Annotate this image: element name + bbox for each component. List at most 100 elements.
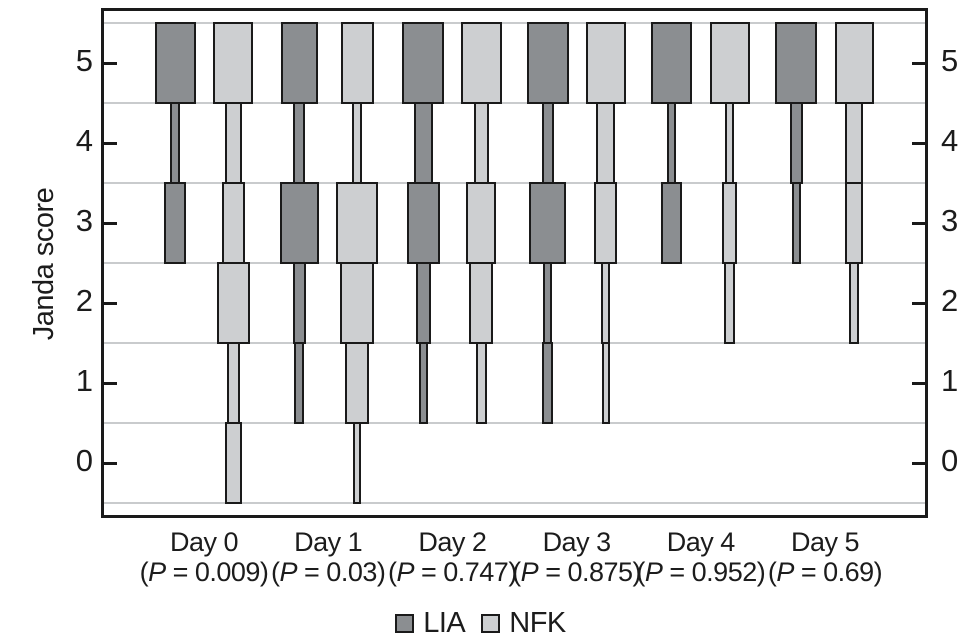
lia-segment-day2-score4 [413, 102, 433, 184]
plot-area [101, 8, 928, 518]
y-tick-right-3 [912, 222, 925, 225]
y-tick-right-2 [912, 302, 925, 305]
nfk-segment-day3-score2 [601, 262, 611, 344]
nfk-segment-day3-score3 [594, 182, 618, 264]
y-tick-label-left-2: 2 [75, 283, 93, 318]
gridline-4.5 [104, 102, 925, 104]
nfk-segment-day0-score0 [224, 422, 242, 504]
nfk-segment-day3-score1 [601, 342, 610, 424]
legend-item-nfk: NFK [481, 606, 566, 639]
nfk-segment-day1-score5 [340, 22, 374, 104]
legend-item-lia: LIA [395, 608, 466, 638]
nfk-segment-day4-score3 [722, 182, 738, 264]
p-italic: P [396, 557, 414, 587]
y-tick-left-1 [104, 382, 117, 385]
gridline-1.5 [104, 342, 925, 344]
lia-segment-day4-score4 [667, 102, 677, 184]
nfk-segment-day5-score5 [834, 22, 874, 104]
lia-segment-day2-score1 [418, 342, 428, 424]
nfk-segment-day0-score2 [216, 262, 250, 344]
p-value-label-day-2: (P = 0.747) [387, 557, 517, 587]
lia-segment-day3-score2 [543, 262, 553, 344]
lia-segment-day5-score4 [789, 102, 803, 184]
y-tick-left-3 [104, 222, 117, 225]
lia-segment-day2-score2 [415, 262, 431, 344]
x-label-day-2: Day 2 [418, 527, 487, 557]
y-tick-label-right-4: 4 [941, 123, 958, 158]
lia-segment-day5-score5 [775, 22, 817, 104]
lia-segment-day2-score5 [402, 22, 445, 104]
lia-segment-day1-score3 [279, 182, 319, 264]
y-tick-label-right-2: 2 [941, 283, 958, 318]
p-italic: P [279, 557, 298, 587]
lia-segment-day2-score3 [406, 182, 440, 264]
p-value-label-day-4: (P = 0.952) [636, 557, 766, 587]
lia-segment-day0-score5 [154, 22, 196, 104]
nfk-segment-day4-score4 [725, 102, 735, 184]
nfk-segment-day1-score1 [345, 342, 370, 424]
nfk-segment-day0-score1 [226, 342, 240, 424]
p-value-label-day-1: (P = 0.03) [271, 557, 386, 587]
y-tick-label-left-5: 5 [75, 43, 93, 78]
p-value-label-day-5: (P = 0.69) [767, 557, 883, 587]
y-tick-right-1 [912, 382, 925, 385]
lia-segment-day3-score4 [541, 102, 554, 184]
nfk-segment-day0-score4 [224, 102, 242, 184]
lia-segment-day4-score5 [651, 22, 693, 104]
lia-segment-day4-score3 [661, 182, 683, 264]
y-tick-right-5 [912, 62, 925, 65]
y-tick-right-0 [912, 462, 925, 465]
y-tick-label-left-4: 4 [75, 123, 93, 158]
gridline-5.5 [104, 22, 925, 24]
nfk-segment-day4-score2 [724, 262, 736, 344]
lia-segment-day1-score5 [280, 22, 318, 104]
gridline-2.5 [104, 262, 925, 264]
nfk-swatch-icon [481, 613, 501, 633]
lia-segment-day1-score1 [294, 342, 305, 424]
p-italic: P [148, 557, 166, 587]
gridline--0.5 [104, 502, 925, 504]
lia-swatch-icon [395, 613, 415, 633]
lia-segment-day1-score2 [292, 262, 306, 344]
nfk-segment-day3-score4 [596, 102, 616, 184]
nfk-segment-day5-score2 [849, 262, 859, 344]
nfk-segment-day2-score5 [460, 22, 502, 104]
lia-segment-day5-score3 [791, 182, 801, 264]
lia-segment-day0-score3 [164, 182, 186, 264]
y-tick-right-4 [912, 142, 925, 145]
gridline-3.5 [104, 182, 925, 184]
nfk-segment-day1-score3 [336, 182, 379, 264]
x-label-day-4: Day 4 [666, 527, 736, 557]
x-label-day-3: Day 3 [542, 527, 612, 557]
nfk-segment-day3-score5 [585, 22, 626, 104]
nfk-segment-day0-score5 [213, 22, 253, 104]
y-tick-label-right-0: 0 [941, 443, 958, 478]
y-tick-label-right-5: 5 [941, 43, 958, 78]
nfk-segment-day2-score3 [466, 182, 497, 264]
y-axis-title: Janda score [28, 187, 60, 341]
lia-segment-day3-score3 [529, 182, 567, 264]
y-tick-label-left-0: 0 [75, 443, 93, 478]
legend: LIA NFK [0, 606, 961, 640]
y-tick-left-5 [104, 62, 117, 65]
legend-label-nfk: NFK [509, 606, 566, 639]
y-tick-left-0 [104, 462, 117, 465]
x-label-day-5: Day 5 [790, 527, 860, 557]
lia-segment-day3-score1 [542, 342, 554, 424]
nfk-segment-day2-score4 [473, 102, 489, 184]
p-value-label-day-3: (P = 0.875) [512, 557, 642, 587]
nfk-segment-day1-score0 [353, 422, 362, 504]
p-value-label-day-0: (P = 0.009) [139, 557, 269, 587]
y-tick-left-2 [104, 302, 117, 305]
p-italic: P [520, 557, 539, 587]
lia-segment-day1-score4 [293, 102, 306, 184]
y-tick-label-right-1: 1 [941, 363, 958, 398]
nfk-segment-day0-score3 [221, 182, 245, 264]
p-italic: P [644, 557, 663, 587]
y-tick-label-right-3: 3 [941, 203, 958, 238]
x-label-day-1: Day 1 [294, 527, 363, 557]
gridline-0.5 [104, 422, 925, 424]
nfk-segment-day5-score3 [845, 182, 863, 264]
p-italic: P [776, 557, 794, 587]
nfk-segment-day2-score1 [475, 342, 487, 424]
